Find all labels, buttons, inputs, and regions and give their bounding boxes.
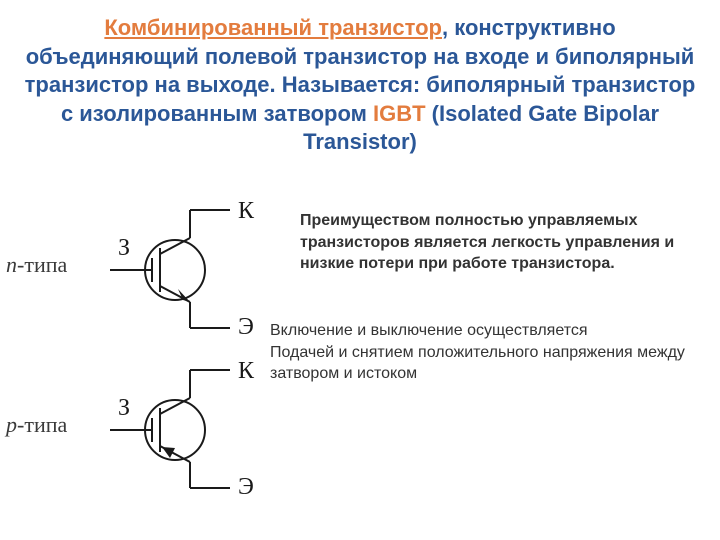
igbt-p-symbol: К З Э xyxy=(90,360,270,500)
p-gate-label: З xyxy=(118,395,130,421)
switching-line1: Включение и выключение осуществляется xyxy=(270,322,588,339)
header-paragraph: Комбинированный транзистор, конструктивн… xyxy=(0,0,720,157)
n-gate-label: З xyxy=(118,235,130,261)
header-igbt: IGBT xyxy=(373,101,426,126)
p-emitter-label: Э xyxy=(238,474,254,500)
switching-line2: Подачей и снятием положительного напряже… xyxy=(270,344,685,383)
n-emitter-label: Э xyxy=(238,314,254,340)
n-collector-label: К xyxy=(238,200,255,224)
p-type-label: p-типа xyxy=(6,412,67,438)
p-collector-label: К xyxy=(238,360,255,384)
header-link: Комбинированный транзистор xyxy=(104,15,442,40)
igbt-n-symbol: К З Э xyxy=(90,200,270,340)
advantage-paragraph: Преимуществом полностью управляемых тран… xyxy=(300,210,690,275)
switching-paragraph: Включение и выключение осуществляется По… xyxy=(270,320,700,385)
n-type-label: n-типа xyxy=(6,252,67,278)
